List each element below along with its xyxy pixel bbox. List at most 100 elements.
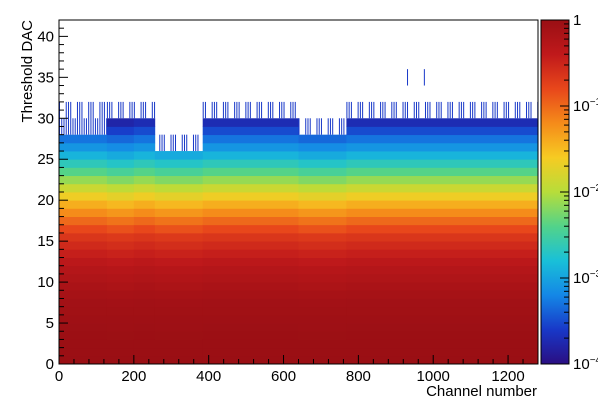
heatmap-cell bbox=[154, 159, 204, 168]
heatmap-tail-cell bbox=[154, 101, 156, 119]
heatmap-tail-cell bbox=[222, 101, 224, 119]
heatmap-cell bbox=[59, 314, 108, 324]
heatmap-tail-cell bbox=[247, 101, 249, 119]
heatmap-cell bbox=[59, 241, 108, 250]
heatmap-cell bbox=[202, 298, 299, 308]
heatmap-tail-cell bbox=[290, 101, 292, 119]
heatmap-cell bbox=[59, 323, 108, 332]
x-tick-label: 600 bbox=[271, 368, 296, 385]
heatmap-cell bbox=[202, 224, 299, 234]
heatmap-cell bbox=[106, 257, 135, 267]
heatmap-tail-cell bbox=[74, 118, 76, 135]
heatmap-tail-cell bbox=[329, 118, 331, 135]
heatmap-tail-cell bbox=[382, 101, 384, 119]
heatmap-cell bbox=[154, 200, 204, 209]
heatmap-tail-cell bbox=[309, 118, 311, 135]
heatmap-cell bbox=[154, 265, 204, 275]
heatmap-tail-cell bbox=[343, 118, 345, 135]
heatmap-tail-cell bbox=[283, 101, 285, 119]
heatmap-cell bbox=[133, 282, 156, 291]
heatmap-tail-cell bbox=[67, 101, 69, 135]
heatmap-cell bbox=[106, 118, 135, 127]
heatmap-cell bbox=[346, 273, 539, 283]
y-tick-label: 25 bbox=[37, 151, 54, 168]
heatmap-cell bbox=[154, 306, 204, 316]
heatmap-tail-cell bbox=[526, 101, 528, 119]
heatmap-tail-cell bbox=[503, 101, 505, 119]
heatmap-tail-cell bbox=[270, 101, 272, 119]
heatmap-cell bbox=[298, 290, 347, 299]
heatmap-cell bbox=[202, 142, 299, 152]
colorbar-tick-label: 10−1 bbox=[573, 97, 598, 115]
x-tick-label: 1200 bbox=[491, 368, 524, 385]
heatmap-cell bbox=[133, 208, 156, 217]
heatmap-cell bbox=[346, 216, 539, 226]
colorbar-tick-label: 10−4 bbox=[573, 355, 598, 373]
heatmap-tail-cell bbox=[163, 134, 165, 152]
heatmap-cell bbox=[133, 159, 156, 168]
heatmap-cell bbox=[106, 323, 135, 332]
heatmap-cell bbox=[59, 282, 108, 291]
heatmap-tail-cell bbox=[261, 101, 263, 119]
heatmap-cell bbox=[298, 331, 347, 340]
heatmap-cell bbox=[133, 224, 156, 234]
heatmap-cell bbox=[106, 355, 135, 365]
heatmap-cell bbox=[133, 257, 156, 267]
heatmap-cell bbox=[133, 200, 156, 209]
heatmap-cell bbox=[133, 241, 156, 250]
heatmap-tail-cell bbox=[106, 118, 108, 135]
colorbar-axis: 10−4 10−3 10−2 10−1 1 bbox=[560, 12, 598, 373]
heatmap-cell bbox=[346, 347, 539, 357]
heatmap-tail-cell bbox=[213, 101, 215, 119]
y-tick-label: 40 bbox=[37, 28, 54, 45]
heatmap-cell bbox=[106, 175, 135, 185]
heatmap-cell bbox=[59, 134, 108, 144]
heatmap-cell bbox=[59, 232, 108, 242]
heatmap-cell bbox=[106, 192, 135, 201]
heatmap-tail-cell bbox=[391, 101, 393, 119]
heatmap-cell bbox=[154, 183, 204, 193]
heatmap-cell bbox=[154, 192, 204, 201]
heatmap-tail-cell bbox=[281, 101, 283, 119]
heatmap-cell bbox=[154, 290, 204, 299]
heatmap-tail-cell bbox=[348, 101, 350, 119]
heatmap-tail-cell bbox=[256, 101, 258, 119]
heatmap-tail-cell bbox=[492, 101, 494, 119]
heatmap-cell bbox=[202, 273, 299, 283]
heatmap-cell bbox=[59, 208, 108, 217]
heatmap-tail-cell bbox=[81, 101, 83, 135]
heatmap-cell bbox=[59, 273, 108, 283]
heatmap-cell bbox=[346, 282, 539, 291]
heatmap-tail-cell bbox=[106, 101, 108, 119]
heatmap-tail-cell bbox=[76, 101, 78, 135]
heatmap-tail-cell bbox=[94, 118, 96, 135]
heatmap-cell bbox=[106, 241, 135, 250]
heatmap-tail-cell bbox=[483, 101, 485, 119]
heatmap-cell bbox=[154, 347, 204, 357]
heatmap-cell bbox=[346, 306, 539, 316]
heatmap-tail-cell bbox=[373, 101, 375, 119]
heatmap-cell bbox=[202, 118, 299, 127]
heatmap-cell bbox=[59, 224, 108, 234]
y-tick-label: 0 bbox=[46, 356, 54, 373]
heatmap-cell bbox=[133, 290, 156, 299]
heatmap-tail-cell bbox=[517, 101, 519, 119]
heatmap-tail-cell bbox=[472, 101, 474, 119]
heatmap-cell bbox=[298, 192, 347, 201]
heatmap-cell bbox=[106, 151, 135, 160]
y-axis: 0 5 10 15 20 25 30 35 40 bbox=[37, 19, 68, 373]
heatmap-tail-cell bbox=[413, 101, 415, 119]
heatmap-tail-cell bbox=[279, 101, 281, 119]
heatmap-cell bbox=[133, 232, 156, 242]
heatmap-tail-cell bbox=[72, 118, 74, 135]
heatmap-cell bbox=[202, 134, 299, 144]
heatmap-cell bbox=[106, 167, 135, 177]
heatmap-tail-cell bbox=[211, 101, 213, 119]
heatmap-cell bbox=[202, 265, 299, 275]
heatmap-tail-cell bbox=[85, 118, 87, 135]
heatmap-cell bbox=[59, 339, 108, 349]
heatmap-cell bbox=[298, 175, 347, 185]
heatmap-cell bbox=[59, 331, 108, 340]
heatmap-cells bbox=[59, 69, 539, 365]
heatmap-tail-cell bbox=[485, 101, 487, 119]
